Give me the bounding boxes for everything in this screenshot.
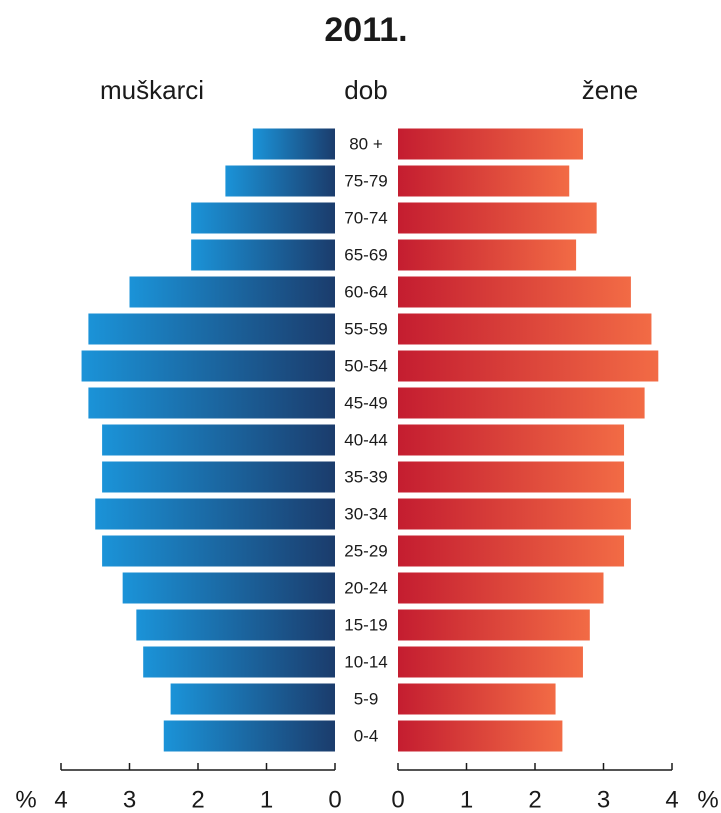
bar	[143, 646, 335, 678]
x-tick-label: 3	[123, 786, 136, 813]
bar	[122, 572, 336, 604]
bar	[191, 202, 335, 234]
category-tick-label: 5-9	[354, 689, 379, 708]
bar	[398, 720, 563, 752]
category-tick-label: 65-69	[344, 245, 387, 264]
bar	[163, 720, 335, 752]
bar	[225, 165, 335, 197]
x-tick-label: 2	[191, 786, 204, 813]
x-tick-label: 0	[391, 786, 404, 813]
bar	[398, 646, 583, 678]
category-tick-label: 80 +	[349, 134, 383, 153]
bar	[398, 535, 625, 567]
bar	[88, 387, 336, 419]
bar	[191, 239, 335, 271]
bar	[398, 387, 645, 419]
bar	[252, 128, 335, 160]
category-tick-label: 15-19	[344, 615, 387, 634]
bar	[398, 424, 625, 456]
legend-left: muškarci	[100, 75, 204, 105]
category-tick-label: 75-79	[344, 171, 387, 190]
category-tick-label: 45-49	[344, 393, 387, 412]
x-tick-label: 1	[460, 786, 473, 813]
category-label: dob	[344, 75, 387, 105]
bar	[398, 239, 577, 271]
bar	[129, 276, 335, 308]
category-tick-label: 20-24	[344, 578, 387, 597]
bar	[88, 313, 336, 345]
bar	[102, 424, 335, 456]
axis-unit-right: %	[697, 786, 718, 813]
bar	[398, 276, 631, 308]
category-tick-label: 0-4	[354, 726, 379, 745]
bar	[102, 535, 335, 567]
bar	[398, 313, 652, 345]
bar	[102, 461, 335, 493]
bar	[398, 461, 625, 493]
bar	[95, 498, 335, 530]
bar	[398, 128, 583, 160]
axis-unit-left: %	[15, 786, 36, 813]
category-tick-label: 10-14	[344, 652, 387, 671]
category-tick-label: 50-54	[344, 356, 387, 375]
category-tick-label: 25-29	[344, 541, 387, 560]
bar	[136, 609, 335, 641]
bar	[398, 350, 659, 382]
category-tick-label: 30-34	[344, 504, 387, 523]
x-tick-label: 3	[597, 786, 610, 813]
bar	[398, 165, 570, 197]
x-tick-label: 4	[665, 786, 678, 813]
x-tick-label: 4	[54, 786, 67, 813]
bar	[81, 350, 335, 382]
category-tick-label: 55-59	[344, 319, 387, 338]
chart-title: 2011.	[324, 11, 407, 49]
bar	[398, 202, 597, 234]
bar	[398, 683, 556, 715]
x-tick-label: 0	[328, 786, 341, 813]
bar	[398, 572, 604, 604]
bar	[170, 683, 335, 715]
category-tick-label: 35-39	[344, 467, 387, 486]
x-tick-label: 1	[260, 786, 273, 813]
category-tick-label: 70-74	[344, 208, 387, 227]
bar	[398, 609, 590, 641]
category-tick-label: 40-44	[344, 430, 387, 449]
x-tick-label: 2	[528, 786, 541, 813]
bar	[398, 498, 631, 530]
legend-right: žene	[582, 75, 638, 105]
category-tick-label: 60-64	[344, 282, 387, 301]
